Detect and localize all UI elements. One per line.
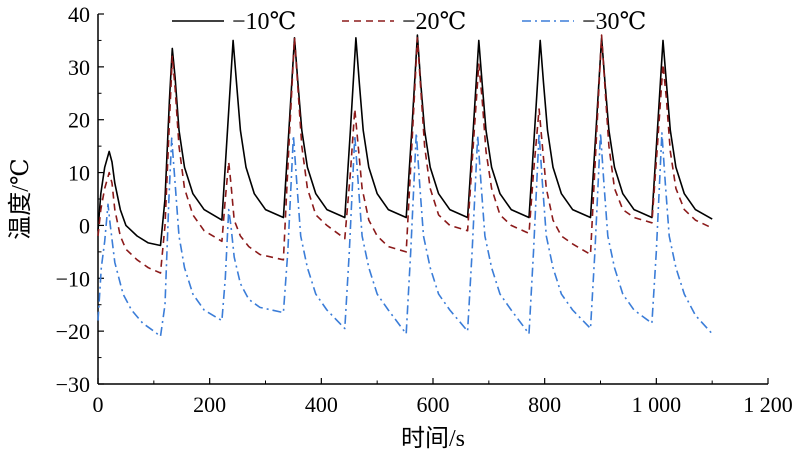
legend-label-3: −30℃ [582, 9, 646, 35]
x-tick-label: 200 [193, 392, 226, 417]
x-tick-label: 1 200 [743, 392, 793, 417]
y-tick-label: 10 [68, 161, 90, 186]
series-line-1 [97, 34, 713, 247]
y-tick-label: −20 [56, 319, 90, 344]
x-tick-label: 1 000 [632, 392, 682, 417]
x-tick-label: 800 [528, 392, 561, 417]
y-tick-label: 30 [68, 55, 90, 80]
x-tick-label: 400 [305, 392, 338, 417]
y-axis-title: 温度/℃ [7, 158, 34, 240]
legend-label-2: −20℃ [402, 9, 466, 35]
y-tick-label: 20 [68, 108, 90, 133]
x-tick-label: 0 [93, 392, 104, 417]
series-line-2 [97, 34, 713, 274]
y-tick-label: 0 [79, 213, 90, 238]
x-tick-label: 600 [417, 392, 450, 417]
legend-label-1: −10℃ [232, 9, 296, 35]
y-tick-label: −30 [56, 372, 90, 397]
y-tick-label: 40 [68, 2, 90, 27]
legend: −10℃ −20℃ −30℃ [172, 9, 646, 35]
series-layer [97, 34, 713, 338]
x-axis-title: 时间/s [401, 425, 465, 452]
series-line-3 [97, 132, 713, 338]
y-tick-label: −10 [56, 266, 90, 291]
